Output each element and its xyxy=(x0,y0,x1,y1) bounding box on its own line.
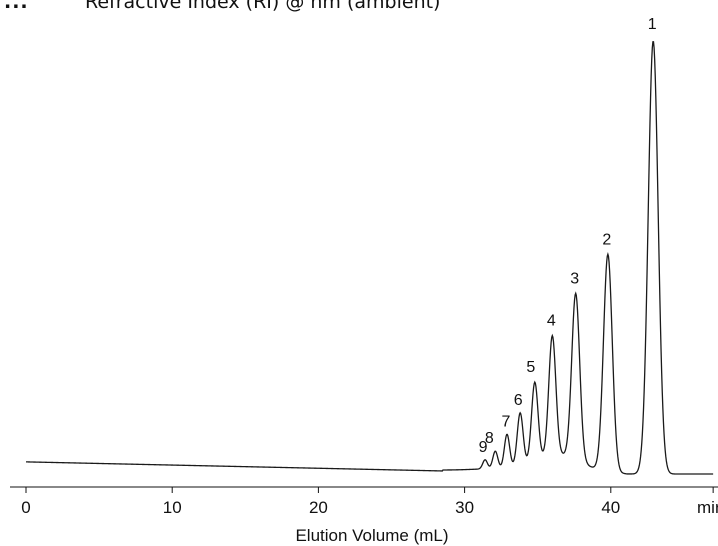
peak-label-4: 4 xyxy=(547,313,556,330)
peak-label-5: 5 xyxy=(526,359,535,376)
section-marker: ... xyxy=(4,0,29,13)
x-tick-label: 0 xyxy=(21,498,30,517)
peak-label-3: 3 xyxy=(570,270,579,287)
peak-label-9: 9 xyxy=(479,439,488,456)
x-tick-label: 30 xyxy=(455,498,474,517)
plot-area xyxy=(25,41,714,475)
peak-label-6: 6 xyxy=(514,392,523,409)
x-tick-label: 40 xyxy=(601,498,620,517)
x-tick-label: 20 xyxy=(309,498,328,517)
peak-label-7: 7 xyxy=(502,413,511,430)
chart-header: ... Refractive Index (RI) @ nm (ambient) xyxy=(0,0,718,15)
chromatogram-trace xyxy=(25,41,714,475)
x-axis: 0 10 20 30 40 xyxy=(10,486,718,517)
x-tick-label: 10 xyxy=(163,498,182,517)
peak-label-1: 1 xyxy=(648,16,657,33)
x-axis-unit-label: mir xyxy=(697,498,718,517)
peak-label-8: 8 xyxy=(485,430,494,447)
chart-title: Refractive Index (RI) @ nm (ambient) xyxy=(85,0,441,13)
peak-label-2: 2 xyxy=(602,231,611,248)
x-axis-title: Elution Volume (mL) xyxy=(295,526,448,545)
